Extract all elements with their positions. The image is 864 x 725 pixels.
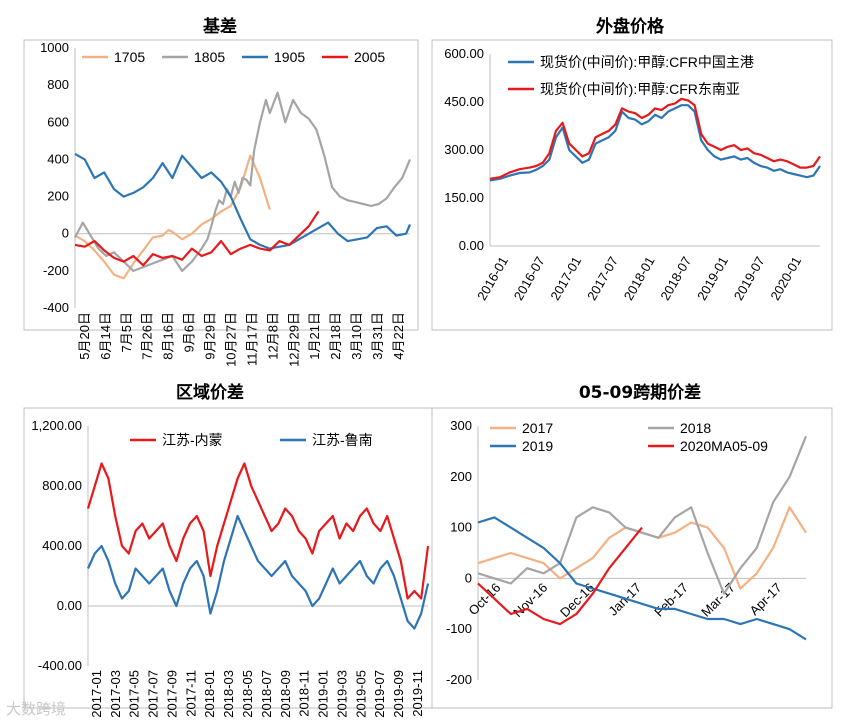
x-tick-label: 2019-03 bbox=[334, 670, 349, 718]
legend-label: 2019 bbox=[522, 438, 553, 454]
x-tick-label: 4月22日 bbox=[391, 312, 406, 360]
x-tick-label: 2017-05 bbox=[127, 670, 142, 718]
y-tick-label: 300 bbox=[450, 418, 472, 433]
x-tick-label: 2019-11 bbox=[410, 670, 425, 717]
series-line-现货价(中间价):甲醇:CFR中国主港 bbox=[489, 104, 821, 182]
legend-label: 江苏-内蒙 bbox=[162, 432, 223, 448]
legend-label: 现货价(中间价):甲醇:CFR中国主港 bbox=[540, 54, 754, 70]
y-tick-label: 200 bbox=[450, 469, 472, 484]
x-tick-label: 2018-11 bbox=[297, 670, 312, 717]
chart-title-basis: 基差 bbox=[203, 17, 237, 37]
y-tick-label: -100 bbox=[446, 621, 472, 636]
y-tick-label: 0 bbox=[465, 570, 472, 585]
x-tick-label: 2018-01 bbox=[202, 670, 217, 718]
x-tick-label: 6月14日 bbox=[98, 312, 113, 360]
y-tick-label: 450.00 bbox=[444, 94, 484, 109]
series-line-江苏-鲁南 bbox=[86, 514, 430, 630]
x-tick-label: 3月10日 bbox=[349, 312, 364, 360]
x-tick-label: 2019-07 bbox=[372, 670, 387, 718]
x-tick-label: 9月6日 bbox=[182, 312, 197, 352]
series-line-江苏-内蒙 bbox=[86, 462, 430, 600]
legend-label: 2005 bbox=[354, 49, 385, 65]
watermark: 大数跨境 bbox=[6, 700, 67, 718]
chart-frame bbox=[23, 39, 419, 331]
y-tick-label: 300.00 bbox=[444, 142, 484, 157]
series-line-2020MA05-09 bbox=[477, 526, 643, 626]
y-tick-label: -200 bbox=[446, 672, 472, 687]
legend-label: 1805 bbox=[194, 49, 225, 65]
x-tick-label: 7月26日 bbox=[140, 312, 155, 360]
x-tick-label: 9月29日 bbox=[203, 312, 218, 360]
chart-frame bbox=[431, 39, 833, 331]
legend-label: 2020MA05-09 bbox=[680, 438, 768, 454]
x-tick-label: 2018-05 bbox=[240, 670, 255, 718]
x-tick-label: 3月31日 bbox=[370, 312, 385, 360]
series-line-现货价(中间价):甲醇:CFR东南亚 bbox=[489, 97, 821, 180]
series-line-1805 bbox=[74, 91, 412, 272]
x-tick-label: 12月29日 bbox=[286, 312, 301, 367]
x-tick-label: 7月5日 bbox=[119, 312, 134, 352]
chart-frame bbox=[23, 407, 433, 709]
series-line-1905 bbox=[74, 152, 412, 250]
y-tick-label: 400 bbox=[47, 151, 69, 166]
x-tick-label: 2月18日 bbox=[328, 312, 343, 360]
series-line-2005 bbox=[74, 210, 320, 267]
y-tick-label: 100 bbox=[450, 520, 472, 535]
y-tick-label: 1000 bbox=[40, 40, 69, 55]
y-tick-label: 200 bbox=[47, 189, 69, 204]
x-tick-label: 2017-07 bbox=[146, 670, 161, 718]
x-tick-label: 12月8日 bbox=[265, 312, 280, 360]
x-tick-label: 2019-01 bbox=[316, 670, 331, 718]
legend-label: 江苏-鲁南 bbox=[312, 432, 373, 448]
y-tick-label: -400.00 bbox=[38, 658, 82, 673]
chart-title-foreign-price: 外盘价格 bbox=[596, 17, 664, 37]
x-tick-label: 2018-03 bbox=[221, 670, 236, 718]
legend-label: 2018 bbox=[680, 420, 711, 436]
chart-title-calendar-spread: 05-09跨期价差 bbox=[578, 383, 702, 403]
y-tick-label: 0 bbox=[62, 226, 69, 241]
x-tick-label: 10月27日 bbox=[223, 312, 238, 367]
y-tick-label: 400.00 bbox=[42, 538, 82, 553]
y-tick-label: 0.00 bbox=[57, 598, 82, 613]
x-tick-label: 2018-09 bbox=[278, 670, 293, 718]
chart-frame bbox=[431, 407, 833, 709]
y-tick-label: -400 bbox=[43, 300, 69, 315]
x-tick-label: 11月17日 bbox=[244, 312, 259, 366]
series-line-2018 bbox=[477, 435, 808, 595]
y-tick-label: 600.00 bbox=[444, 46, 484, 61]
y-tick-label: 1,200.00 bbox=[31, 418, 82, 433]
legend-label: 1905 bbox=[274, 49, 305, 65]
x-tick-label: 2017-03 bbox=[108, 670, 123, 718]
x-tick-label: 2019-05 bbox=[353, 670, 368, 718]
y-tick-label: 0.00 bbox=[459, 238, 484, 253]
y-tick-label: 800 bbox=[47, 77, 69, 92]
y-tick-label: 150.00 bbox=[444, 190, 484, 205]
x-tick-label: 2017-09 bbox=[164, 670, 179, 718]
legend-label: 2017 bbox=[522, 420, 553, 436]
x-tick-label: 5月20日 bbox=[77, 312, 92, 360]
y-tick-label: 800.00 bbox=[42, 478, 82, 493]
y-tick-label: 600 bbox=[47, 114, 69, 129]
x-tick-label: 2017-01 bbox=[89, 670, 104, 718]
y-tick-label: -200 bbox=[43, 263, 69, 278]
series-line-2019 bbox=[477, 516, 807, 641]
chart-title-regional-spread: 区域价差 bbox=[176, 383, 244, 403]
x-tick-label: 1月21日 bbox=[307, 312, 322, 360]
x-tick-label: 2018-07 bbox=[259, 670, 274, 718]
series-line-1705 bbox=[74, 154, 271, 280]
x-tick-label: 2017-11 bbox=[183, 670, 198, 717]
legend-label: 1705 bbox=[114, 49, 145, 65]
legend-label: 现货价(中间价):甲醇:CFR东南亚 bbox=[540, 81, 740, 97]
x-tick-label: 2019-09 bbox=[391, 670, 406, 718]
x-tick-label: 8月16日 bbox=[161, 312, 176, 360]
